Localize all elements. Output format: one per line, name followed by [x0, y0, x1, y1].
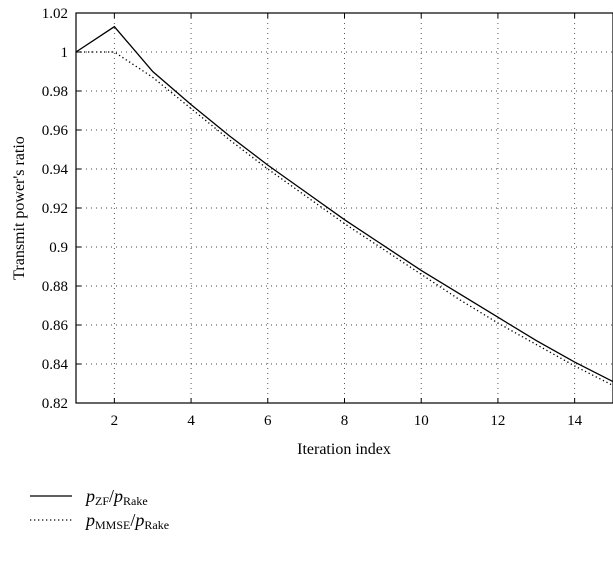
legend-label-part: Rake: [144, 518, 169, 532]
series-line-zf: [75, 25, 613, 383]
series-lines: [75, 25, 613, 387]
legend-label-part: ZF: [95, 494, 109, 508]
grid: [76, 13, 613, 403]
legend-label-part: /: [130, 510, 135, 530]
y-tick-label: 1: [61, 45, 69, 61]
legend-entry-label: pZF/pRake: [84, 486, 148, 508]
x-axis-title: Iteration index: [297, 441, 391, 458]
y-tick-label: 0.92: [42, 201, 68, 217]
y-tick-label: 0.94: [42, 162, 69, 178]
legend-label-part: /: [109, 486, 114, 506]
y-tick-label: 0.86: [42, 318, 69, 334]
y-tick-label: 0.98: [42, 84, 68, 100]
y-tick-label: 0.96: [42, 123, 69, 139]
legend-label-part: p: [112, 486, 123, 506]
x-tick-label: 12: [490, 413, 505, 429]
x-tick-label: 4: [187, 413, 195, 429]
legend-label-part: p: [84, 510, 95, 530]
legend-label-part: p: [133, 510, 144, 530]
y-tick-label: 0.82: [42, 396, 68, 412]
y-tick-label: 0.88: [42, 279, 68, 295]
legend-entry-label: pMMSE/pRake: [84, 510, 169, 532]
x-tick-label: 8: [341, 413, 349, 429]
y-tick-label: 0.9: [49, 240, 68, 256]
x-tick-label: 14: [567, 413, 583, 429]
y-axis-title: Transmit power's ratio: [11, 136, 28, 280]
series-line-mmse: [76, 51, 613, 387]
y-tick-label: 0.84: [42, 357, 69, 373]
axis-ticks: 2 4 6 8 10 12 14 0.82 0.84 0.86 0.88 0.9 0.92 0.94 0.9…: [42, 6, 583, 429]
x-tick-label: 6: [264, 413, 272, 429]
x-tick-label: 2: [111, 413, 119, 429]
legend-label-part: Rake: [123, 494, 148, 508]
legend-label-part: MMSE: [95, 518, 130, 532]
legend-label-part: p: [84, 486, 95, 506]
y-tick-label: 1.02: [42, 6, 68, 22]
x-tick-label: 10: [414, 413, 429, 429]
